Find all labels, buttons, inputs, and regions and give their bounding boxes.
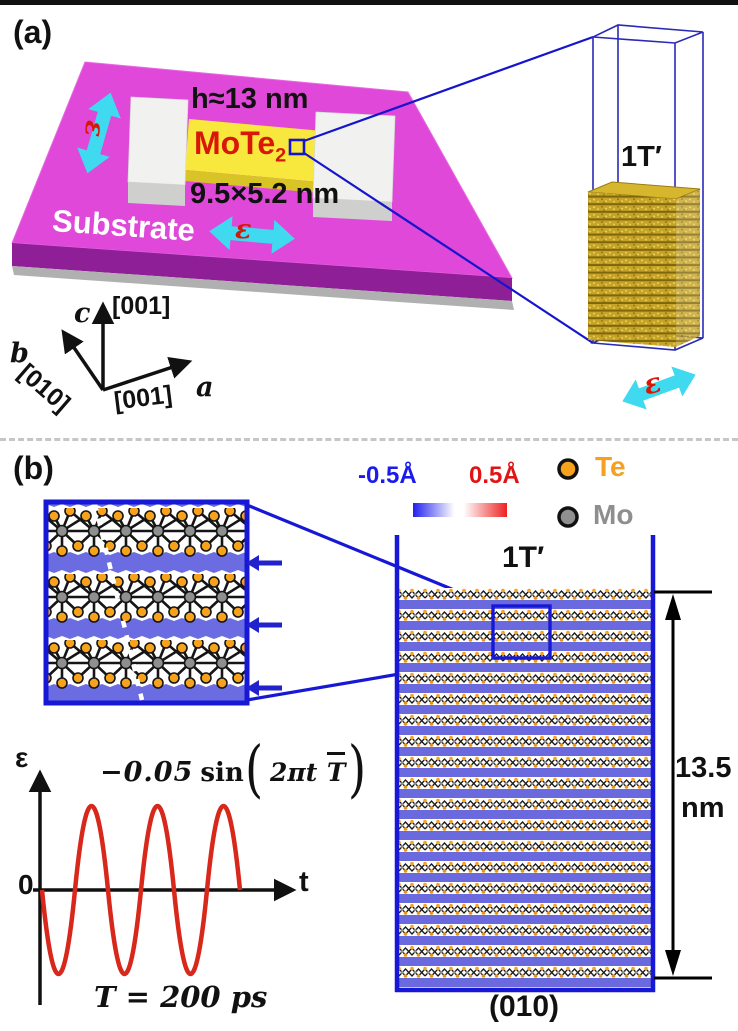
crystal-axes (61, 301, 193, 392)
thickness-unit: nm (681, 792, 725, 824)
height-label: h≈13 nm (191, 83, 309, 115)
formula-close-paren: ) (348, 732, 367, 805)
axis-c-letter: c (74, 298, 91, 329)
formula-numerator: 2πt (270, 758, 318, 787)
phase-label-b: 1T′ (502, 541, 545, 574)
electrode-right (312, 111, 396, 221)
formula-open-paren: ( (244, 732, 263, 805)
zoom-line-top (303, 35, 594, 143)
strain-formula: −0.05 sin ( 2πt T ) (100, 732, 368, 809)
thickness-dimension (654, 590, 712, 980)
panel-b-graphic (28, 458, 712, 1005)
top-border-bar (0, 0, 738, 5)
slab-highlight-rect (491, 604, 552, 660)
strain-time-plot (28, 769, 297, 1005)
zoom-line-bottom (303, 152, 594, 344)
interlayer-arrows (246, 555, 282, 696)
electrode-left (127, 96, 189, 206)
formula-coefficient: −0.05 (100, 757, 194, 788)
material-name: MoTe (194, 125, 276, 161)
slab-frame (394, 535, 656, 993)
strain-arrow-cell (622, 366, 696, 410)
inset-dashed-guide (92, 503, 145, 701)
strain-arrow-left (77, 92, 121, 174)
plane-label: (010) (489, 990, 560, 1023)
mote2-bar (185, 119, 334, 194)
thickness-value: 13.5 (675, 752, 732, 784)
formula-function: sin (200, 757, 244, 788)
strain-arrows (77, 92, 696, 410)
strain-symbol-bottom: ε (235, 214, 252, 245)
strain-arrow-bottom (209, 216, 295, 254)
material-subscript: 2 (275, 144, 287, 167)
te-legend-swatch (557, 458, 579, 480)
mo-legend-swatch (557, 506, 579, 528)
axis-c-index: [001] (112, 292, 171, 320)
displacement-colorbar (413, 503, 507, 517)
size-label: 9.5×5.2 nm (190, 178, 340, 210)
plot-x-label: t (299, 866, 309, 898)
dimension-arrow-up (665, 594, 681, 620)
phase-label-a: 1T′ (621, 141, 662, 173)
formula-fraction: 2πt T (266, 752, 346, 787)
formula-denominator: T (326, 752, 346, 787)
sine-curve (39, 803, 243, 977)
strain-symbol-left: ε (78, 118, 111, 139)
period-label: T = 200 ps (94, 980, 268, 1014)
te-legend-label: Te (595, 451, 626, 482)
inset-border (43, 499, 250, 706)
dimension-arrow-down (665, 950, 681, 976)
gold-slab-3d (587, 181, 701, 347)
substrate-side (12, 243, 512, 301)
material-label: MoTe2 (194, 127, 286, 166)
axis-b-letter: b (10, 338, 29, 369)
panel-divider (0, 438, 738, 441)
inset-lattice (46, 502, 247, 703)
substrate-base (12, 266, 514, 310)
colorbar-min-label: -0.5Å (358, 462, 417, 489)
zoom-square (288, 138, 306, 156)
plot-origin-label: 0 (18, 869, 34, 900)
panel-a-label: (a) (13, 14, 53, 50)
mo-legend-label: Mo (593, 499, 634, 530)
slab-lattice (399, 588, 651, 988)
axis-a-letter: a (196, 372, 214, 403)
panel-a-graphic (11, 24, 704, 410)
panel-b-label: (b) (13, 450, 54, 486)
colorbar-max-label: 0.5Å (469, 462, 520, 489)
plot-y-label: ε (15, 742, 29, 773)
